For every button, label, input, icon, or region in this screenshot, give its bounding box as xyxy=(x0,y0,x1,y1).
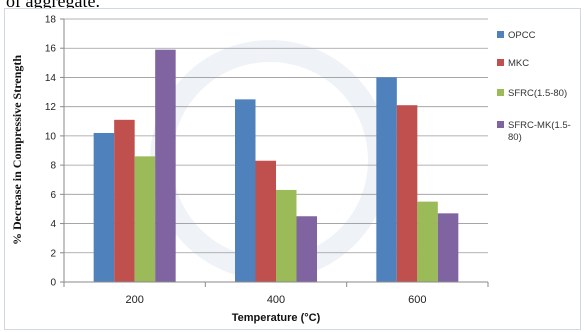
legend-label: SFRC(1.5-80) xyxy=(508,88,567,99)
legend-swatch xyxy=(497,31,504,38)
legend-swatch xyxy=(497,59,504,66)
x-tick-label: 600 xyxy=(408,294,426,306)
caption-fragment: of aggregate. xyxy=(6,0,100,11)
bar-sfrc-mk-1-5-80--600 xyxy=(437,213,459,282)
x-tick-label: 400 xyxy=(267,294,285,306)
y-tick-label: 6 xyxy=(50,190,56,201)
y-tick-label: 12 xyxy=(45,102,57,113)
x-tick-label: 200 xyxy=(125,294,143,306)
bar-opcc-400 xyxy=(235,99,256,282)
y-tick-label: 4 xyxy=(50,219,56,230)
legend-label: OPCC xyxy=(508,30,536,41)
bars-group xyxy=(93,49,459,282)
bar-mkc-400 xyxy=(255,160,276,282)
bar-opcc-200 xyxy=(93,132,115,282)
legend-label: SFRC-MK(1.5- xyxy=(508,120,571,131)
bar-sfrc-1-5-80--400 xyxy=(276,189,297,282)
legend-swatch xyxy=(497,121,504,128)
y-axis-title: % Decrease in Compressive Strength xyxy=(10,55,24,245)
x-tick-labels: 200 400 600 xyxy=(63,282,489,306)
bar-sfrc-1-5-80--200 xyxy=(134,156,156,282)
y-tick-label: 0 xyxy=(50,278,56,289)
legend-label-cont: 80) xyxy=(508,132,522,143)
y-tick-label: 2 xyxy=(50,248,56,259)
y-tick-label: 14 xyxy=(45,73,57,84)
legend-swatch xyxy=(497,89,504,96)
legend-label: MKC xyxy=(508,58,529,69)
y-tick-label: 18 xyxy=(45,15,57,26)
bar-sfrc-1-5-80--600 xyxy=(417,201,438,282)
y-tick-labels: 0 2 4 6 8 10 12 14 16 18 xyxy=(45,15,64,289)
y-tick-label: 16 xyxy=(45,44,57,55)
bar-opcc-600 xyxy=(376,77,397,282)
y-tick-label: 10 xyxy=(45,131,57,142)
bar-mkc-600 xyxy=(396,105,418,282)
x-axis-title: Temperature (°C) xyxy=(232,312,321,324)
legend: OPCC MKC SFRC(1.5-80) SFRC-MK(1.5-80) xyxy=(497,30,571,143)
y-tick-label: 8 xyxy=(50,161,56,172)
bar-sfrc-mk-1-5-80--400 xyxy=(296,216,317,282)
bar-sfrc-mk-1-5-80--200 xyxy=(155,49,176,282)
bar-mkc-200 xyxy=(114,119,135,282)
